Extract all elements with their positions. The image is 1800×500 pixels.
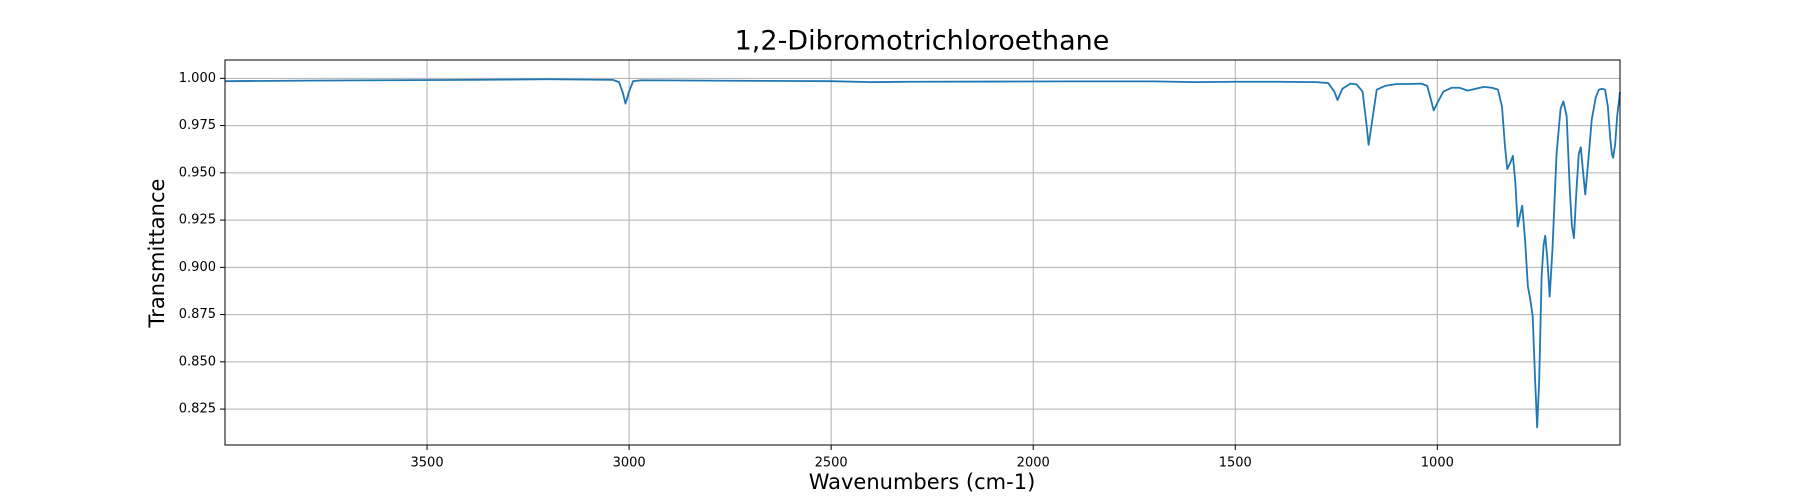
y-tick-label: 0.975 (179, 118, 216, 133)
y-axis-label: Transmittance (145, 179, 169, 329)
y-tick-label: 0.825 (179, 402, 216, 417)
spectrum-line (224, 78, 1621, 429)
y-tick-label: 1.000 (179, 71, 216, 86)
y-tick-label: 0.950 (179, 165, 216, 180)
x-tick-label: 3000 (613, 456, 646, 471)
x-tick-label: 1000 (1421, 456, 1454, 471)
x-tick-label: 2500 (815, 456, 848, 471)
x-tick-label: 3500 (411, 456, 444, 471)
x-tick-label: 1500 (1219, 456, 1252, 471)
x-axis-label: Wavenumbers (cm-1) (809, 470, 1036, 494)
plot-frame (224, 59, 1621, 446)
y-tick-label: 0.875 (179, 307, 216, 322)
chart-title: 1,2-Dibromotrichloroethane (735, 26, 1110, 57)
x-tick-label: 2000 (1017, 456, 1050, 471)
y-tick-label: 0.925 (179, 213, 216, 228)
y-tick-label: 0.900 (179, 260, 216, 275)
y-tick-label: 0.850 (179, 354, 216, 369)
